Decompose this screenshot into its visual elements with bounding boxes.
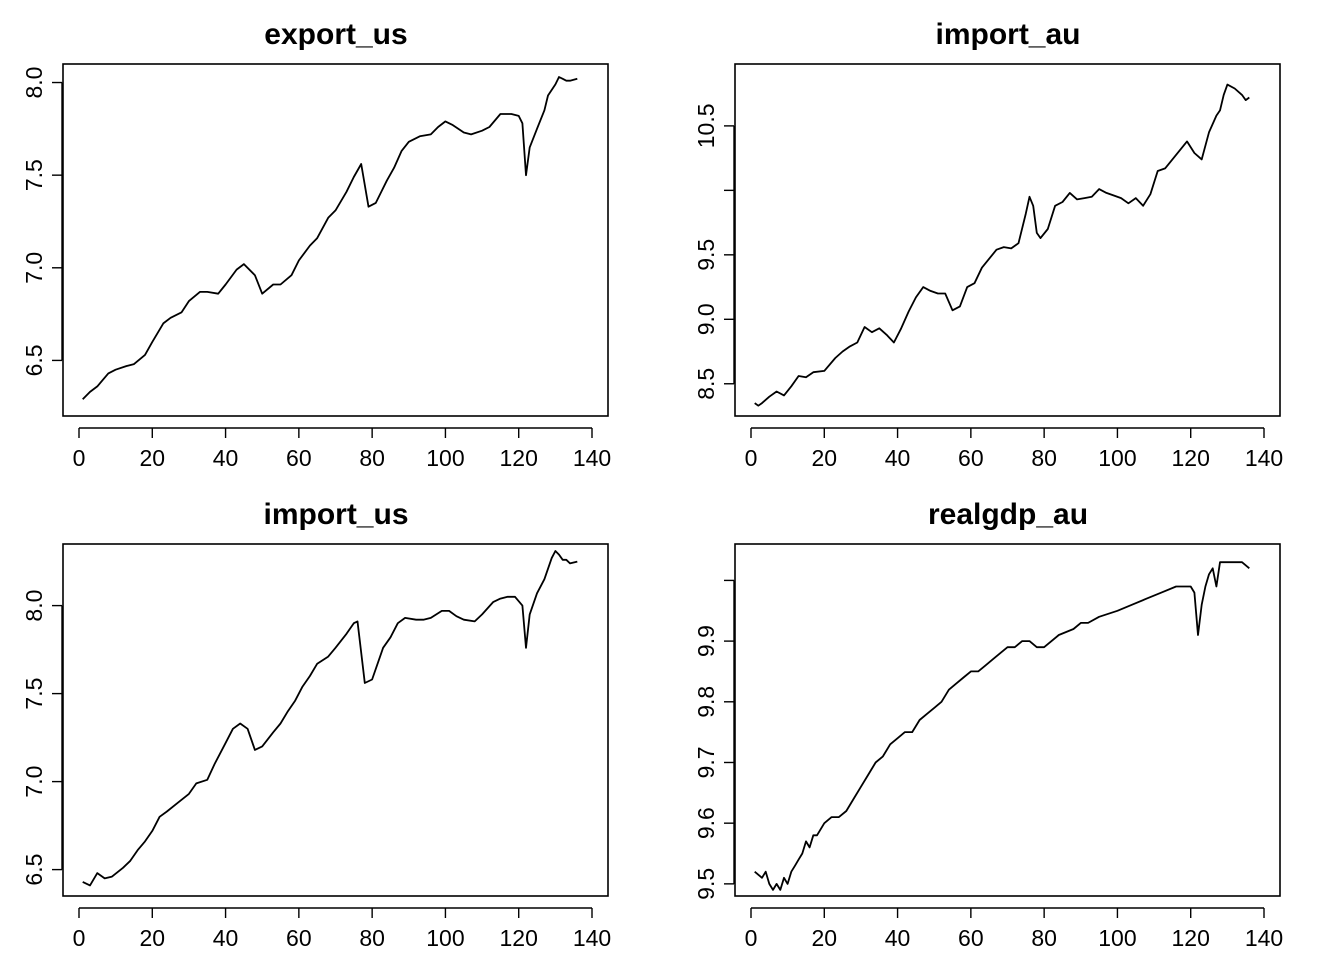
- series-line: [82, 76, 578, 400]
- y-tick-label: 9.7: [693, 746, 719, 778]
- y-tick-label: 8.0: [21, 67, 47, 99]
- series-line: [754, 561, 1250, 891]
- plot-frame: [734, 63, 1281, 417]
- plot-frame: [734, 543, 1281, 897]
- y-tick-label: 6.5: [21, 854, 47, 886]
- panel-import-au: import_au 0 20 40 60 80 100 120 140 8.5 9.0 9.5 10.…: [693, 18, 1283, 471]
- x-tick-label: 140: [1245, 445, 1283, 471]
- y-tick-label: 10.5: [693, 104, 719, 149]
- y-tick-label: 8.0: [21, 590, 47, 622]
- x-tick-label: 60: [286, 925, 312, 951]
- x-tick-label: 100: [1098, 925, 1136, 951]
- y-tick-label: 6.5: [21, 344, 47, 376]
- series-line: [82, 550, 578, 887]
- x-tick-label: 0: [73, 925, 86, 951]
- x-tick-label: 80: [359, 925, 385, 951]
- x-tick-label: 120: [500, 925, 538, 951]
- panel-import-us: import_us 0 20 40 60 80 100 120 140 6.5 7.0 7.5 8.0: [21, 498, 611, 951]
- x-tick-label: 100: [1098, 445, 1136, 471]
- x-tick-label: 20: [811, 925, 837, 951]
- x-tick-label: 120: [500, 445, 538, 471]
- y-tick-label: 7.5: [21, 678, 47, 710]
- plot-frame: [62, 63, 609, 417]
- y-tick-label: 7.0: [21, 252, 47, 284]
- y-tick-label: 9.0: [693, 303, 719, 335]
- chart-title: import_us: [263, 498, 408, 531]
- x-tick-label: 0: [745, 445, 758, 471]
- x-tick-label: 20: [139, 445, 165, 471]
- x-tick-label: 40: [885, 445, 911, 471]
- y-tick-label: 7.0: [21, 766, 47, 798]
- x-tick-label: 0: [73, 445, 86, 471]
- x-tick-label: 120: [1172, 445, 1210, 471]
- x-tick-label: 20: [811, 445, 837, 471]
- chart-title: export_us: [264, 18, 407, 51]
- x-tick-label: 140: [573, 445, 611, 471]
- chart-title: realgdp_au: [928, 498, 1088, 531]
- plot-frame: [62, 543, 609, 897]
- y-tick-label: 9.5: [693, 239, 719, 271]
- x-tick-label: 80: [1031, 445, 1057, 471]
- series-line: [754, 83, 1250, 407]
- chart-title: import_au: [935, 18, 1080, 51]
- x-tick-label: 60: [286, 445, 312, 471]
- x-tick-label: 80: [1031, 925, 1057, 951]
- y-tick-label: 8.5: [693, 368, 719, 400]
- x-tick-label: 0: [745, 925, 758, 951]
- y-tick-label: 9.8: [693, 686, 719, 718]
- x-tick-label: 40: [213, 445, 239, 471]
- y-tick-label: 9.6: [693, 807, 719, 839]
- x-tick-label: 100: [426, 445, 464, 471]
- x-tick-label: 100: [426, 925, 464, 951]
- x-tick-label: 140: [1245, 925, 1283, 951]
- x-tick-label: 60: [958, 925, 984, 951]
- x-tick-label: 40: [213, 925, 239, 951]
- x-tick-label: 140: [573, 925, 611, 951]
- y-tick-label: 9.5: [693, 868, 719, 900]
- x-tick-label: 80: [359, 445, 385, 471]
- x-tick-label: 20: [139, 925, 165, 951]
- y-tick-label: 9.9: [693, 625, 719, 657]
- panel-realgdp-au: realgdp_au 0 20 40 60 80 100 120 140 9.5 9.6 9.7 9.…: [693, 498, 1283, 951]
- x-tick-label: 60: [958, 445, 984, 471]
- y-tick-label: 7.5: [21, 159, 47, 191]
- panel-export-us: export_us 0 20 40 60 80 100 120 140 6.5 7.0 7.5 8.0: [21, 18, 611, 471]
- x-tick-label: 120: [1172, 925, 1210, 951]
- x-tick-label: 40: [885, 925, 911, 951]
